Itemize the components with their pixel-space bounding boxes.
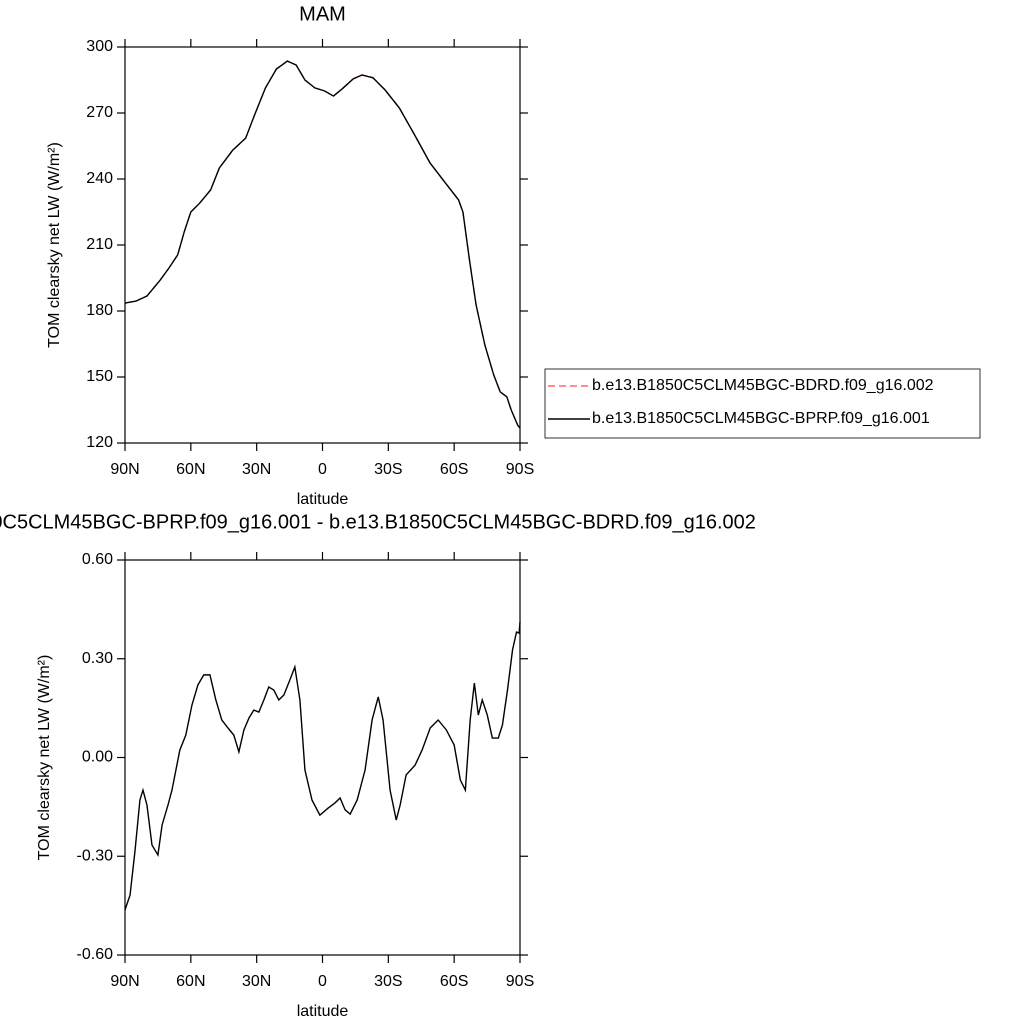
x-tick-label: 90N xyxy=(110,973,139,990)
x-tick-label: 90S xyxy=(506,973,534,990)
legend-box xyxy=(544,368,981,439)
y-tick-label: -0.60 xyxy=(77,946,114,963)
y-tick-label: 150 xyxy=(86,368,113,385)
x-tick-label: 90N xyxy=(110,461,139,478)
x-tick-label: 30N xyxy=(242,461,271,478)
plot-frame xyxy=(124,46,521,444)
y-tick-label: 270 xyxy=(86,104,113,121)
y-axis-label: TOM clearsky net LW (W/m²) xyxy=(36,655,53,861)
x-axis-label: latitude xyxy=(297,491,349,508)
x-tick-label: 30N xyxy=(242,973,271,990)
x-tick-label: 30S xyxy=(374,461,402,478)
x-tick-label: 90S xyxy=(506,461,534,478)
y-tick-label: 300 xyxy=(86,38,113,55)
y-tick-label: -0.30 xyxy=(77,847,114,864)
x-tick-label: 0 xyxy=(318,973,327,990)
x-tick-label: 60N xyxy=(176,973,205,990)
series-line xyxy=(124,60,521,429)
plot-frame xyxy=(124,559,521,956)
y-tick-label: 0.30 xyxy=(82,650,113,667)
series-line xyxy=(124,60,521,429)
y-tick-label: 0.00 xyxy=(82,749,113,766)
x-tick-label: 60S xyxy=(440,461,468,478)
y-tick-label: 0.60 xyxy=(82,551,113,568)
x-tick-label: 0 xyxy=(318,461,327,478)
x-tick-label: 60N xyxy=(176,461,205,478)
chart-title: b.e13.B1850C5CLM45BGC-BPRP.f09_g16.001 -… xyxy=(0,511,756,533)
series-line xyxy=(124,621,521,911)
y-tick-label: 210 xyxy=(86,236,113,253)
chart-title: MAM xyxy=(299,3,346,25)
y-axis-label: TOM clearsky net LW (W/m²) xyxy=(46,142,63,348)
x-tick-label: 60S xyxy=(440,973,468,990)
y-tick-label: 240 xyxy=(86,170,113,187)
x-tick-label: 30S xyxy=(374,973,402,990)
x-axis-label: latitude xyxy=(297,1003,349,1020)
y-tick-label: 120 xyxy=(86,434,113,451)
legend-label: b.e13.B1850C5CLM45BGC-BDRD.f09_g16.002 xyxy=(592,377,934,394)
legend-label: b.e13.B1850C5CLM45BGC-BPRP.f09_g16.001 xyxy=(592,410,930,427)
y-tick-label: 180 xyxy=(86,302,113,319)
